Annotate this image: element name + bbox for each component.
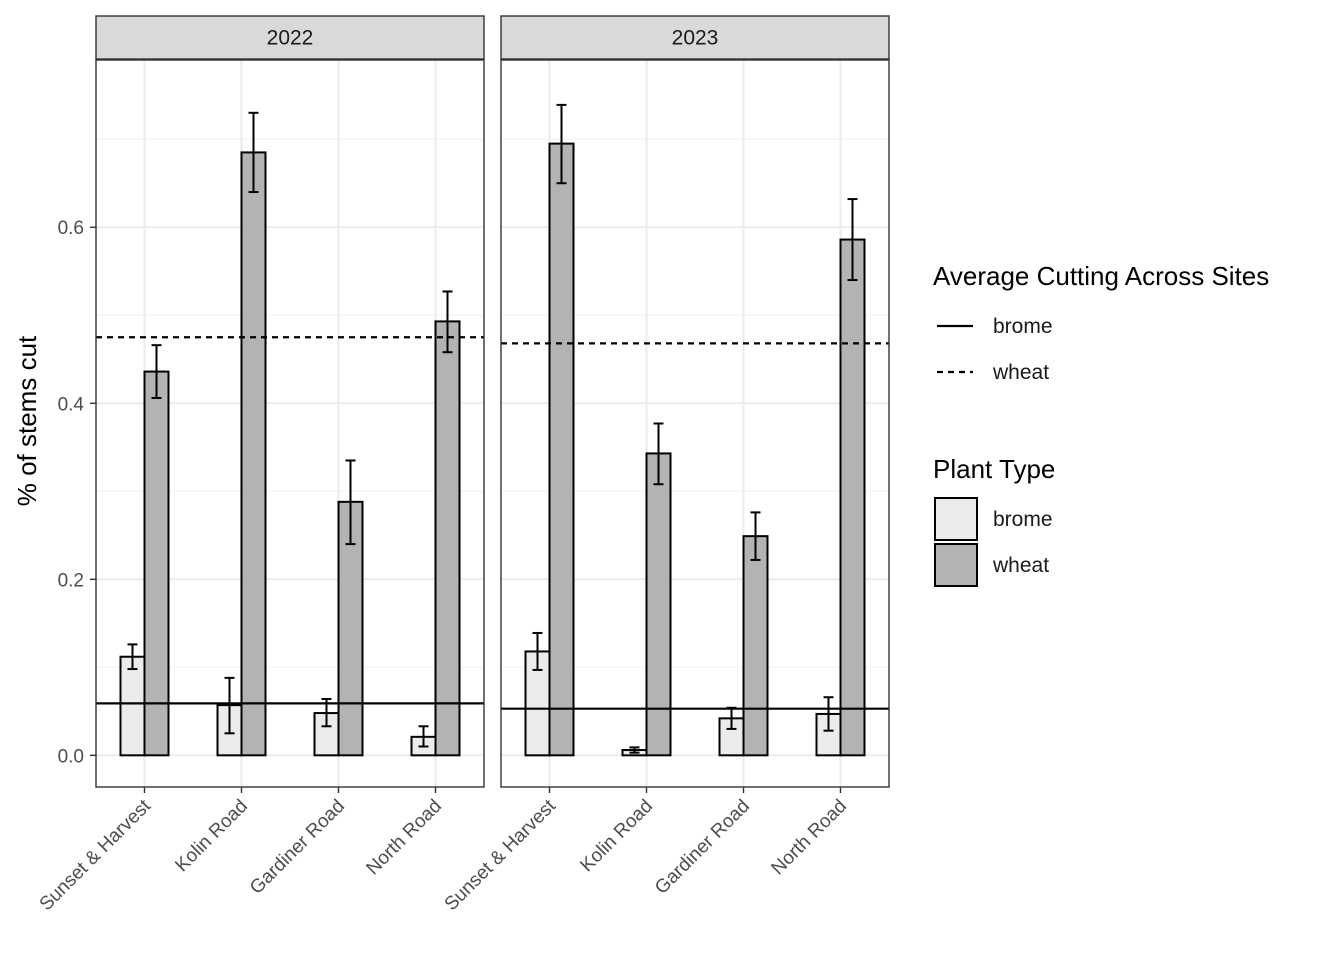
strip-background bbox=[500, 15, 890, 60]
bar-wheat-2 bbox=[645, 452, 672, 757]
legend-title: Average Cutting Across Sites bbox=[933, 261, 1269, 291]
x-tick-label: Sunset & Harvest bbox=[36, 795, 156, 915]
error-bar-brome-4 bbox=[418, 725, 429, 748]
legend-label-wheat: wheat bbox=[992, 554, 1049, 577]
y-tick-label: 0.2 bbox=[58, 570, 84, 591]
error-bar-brome-4 bbox=[823, 696, 834, 732]
strip-background bbox=[95, 15, 485, 60]
error-bar-brome-2 bbox=[629, 746, 640, 754]
y-axis-title: % of stems cut bbox=[12, 335, 42, 506]
error-bar-brome-2 bbox=[224, 676, 235, 735]
y-tick-label: 0.4 bbox=[58, 394, 85, 415]
x-tick-label: Kolin Road bbox=[171, 796, 252, 877]
legend-plant-type: Plant Type brome wheat bbox=[933, 454, 1055, 587]
panel-border bbox=[500, 59, 890, 788]
y-tick-label: 0.0 bbox=[58, 746, 84, 767]
bar-wheat-1 bbox=[548, 142, 575, 757]
error-bar-wheat-1 bbox=[151, 344, 162, 399]
error-bar-wheat-3 bbox=[345, 459, 356, 546]
error-bar-wheat-3 bbox=[750, 511, 761, 561]
bar-wheat-3 bbox=[742, 535, 769, 757]
x-tick-label: Gardiner Road bbox=[246, 796, 349, 899]
legend-label-brome: brome bbox=[993, 508, 1053, 531]
bar-wheat-4 bbox=[839, 238, 866, 757]
legend-label-brome: brome bbox=[993, 315, 1053, 338]
x-tick-label: North Road bbox=[362, 796, 446, 880]
legend-title: Plant Type bbox=[933, 454, 1055, 484]
legend-average-cutting: Average Cutting Across Sites brome wheat bbox=[933, 261, 1269, 384]
x-tick-label: North Road bbox=[767, 796, 851, 880]
error-bar-wheat-4 bbox=[442, 290, 453, 354]
error-bar-wheat-2 bbox=[248, 111, 259, 194]
bar-wheat-1 bbox=[143, 370, 170, 757]
error-bar-brome-1 bbox=[127, 643, 138, 671]
error-bar-wheat-2 bbox=[653, 422, 664, 486]
bar-brome-1 bbox=[119, 655, 146, 757]
bar-wheat-4 bbox=[434, 320, 461, 757]
strip-label-2022: 2022 bbox=[267, 27, 314, 50]
y-tick-label: 0.6 bbox=[58, 218, 84, 239]
error-bar-brome-1 bbox=[532, 631, 543, 671]
strip-label-2023: 2023 bbox=[672, 27, 719, 50]
bar-wheat-2 bbox=[240, 151, 267, 757]
error-bar-wheat-1 bbox=[556, 103, 567, 185]
x-tick-label: Kolin Road bbox=[576, 796, 657, 877]
panel-2022: 2022 0.0 0.2 0.4 0.6 Sunset & Harvest Kolin Ro… bbox=[36, 15, 485, 915]
panel-border bbox=[95, 59, 485, 788]
x-tick-label: Sunset & Harvest bbox=[441, 795, 561, 915]
legends: Average Cutting Across SitesbromewheatPl… bbox=[933, 261, 1269, 587]
legend-key-wheat bbox=[934, 543, 978, 587]
legend-key-brome bbox=[934, 497, 978, 541]
error-bar-wheat-4 bbox=[847, 198, 858, 282]
x-tick-label: Gardiner Road bbox=[651, 796, 754, 899]
legend-label-wheat: wheat bbox=[992, 361, 1049, 384]
